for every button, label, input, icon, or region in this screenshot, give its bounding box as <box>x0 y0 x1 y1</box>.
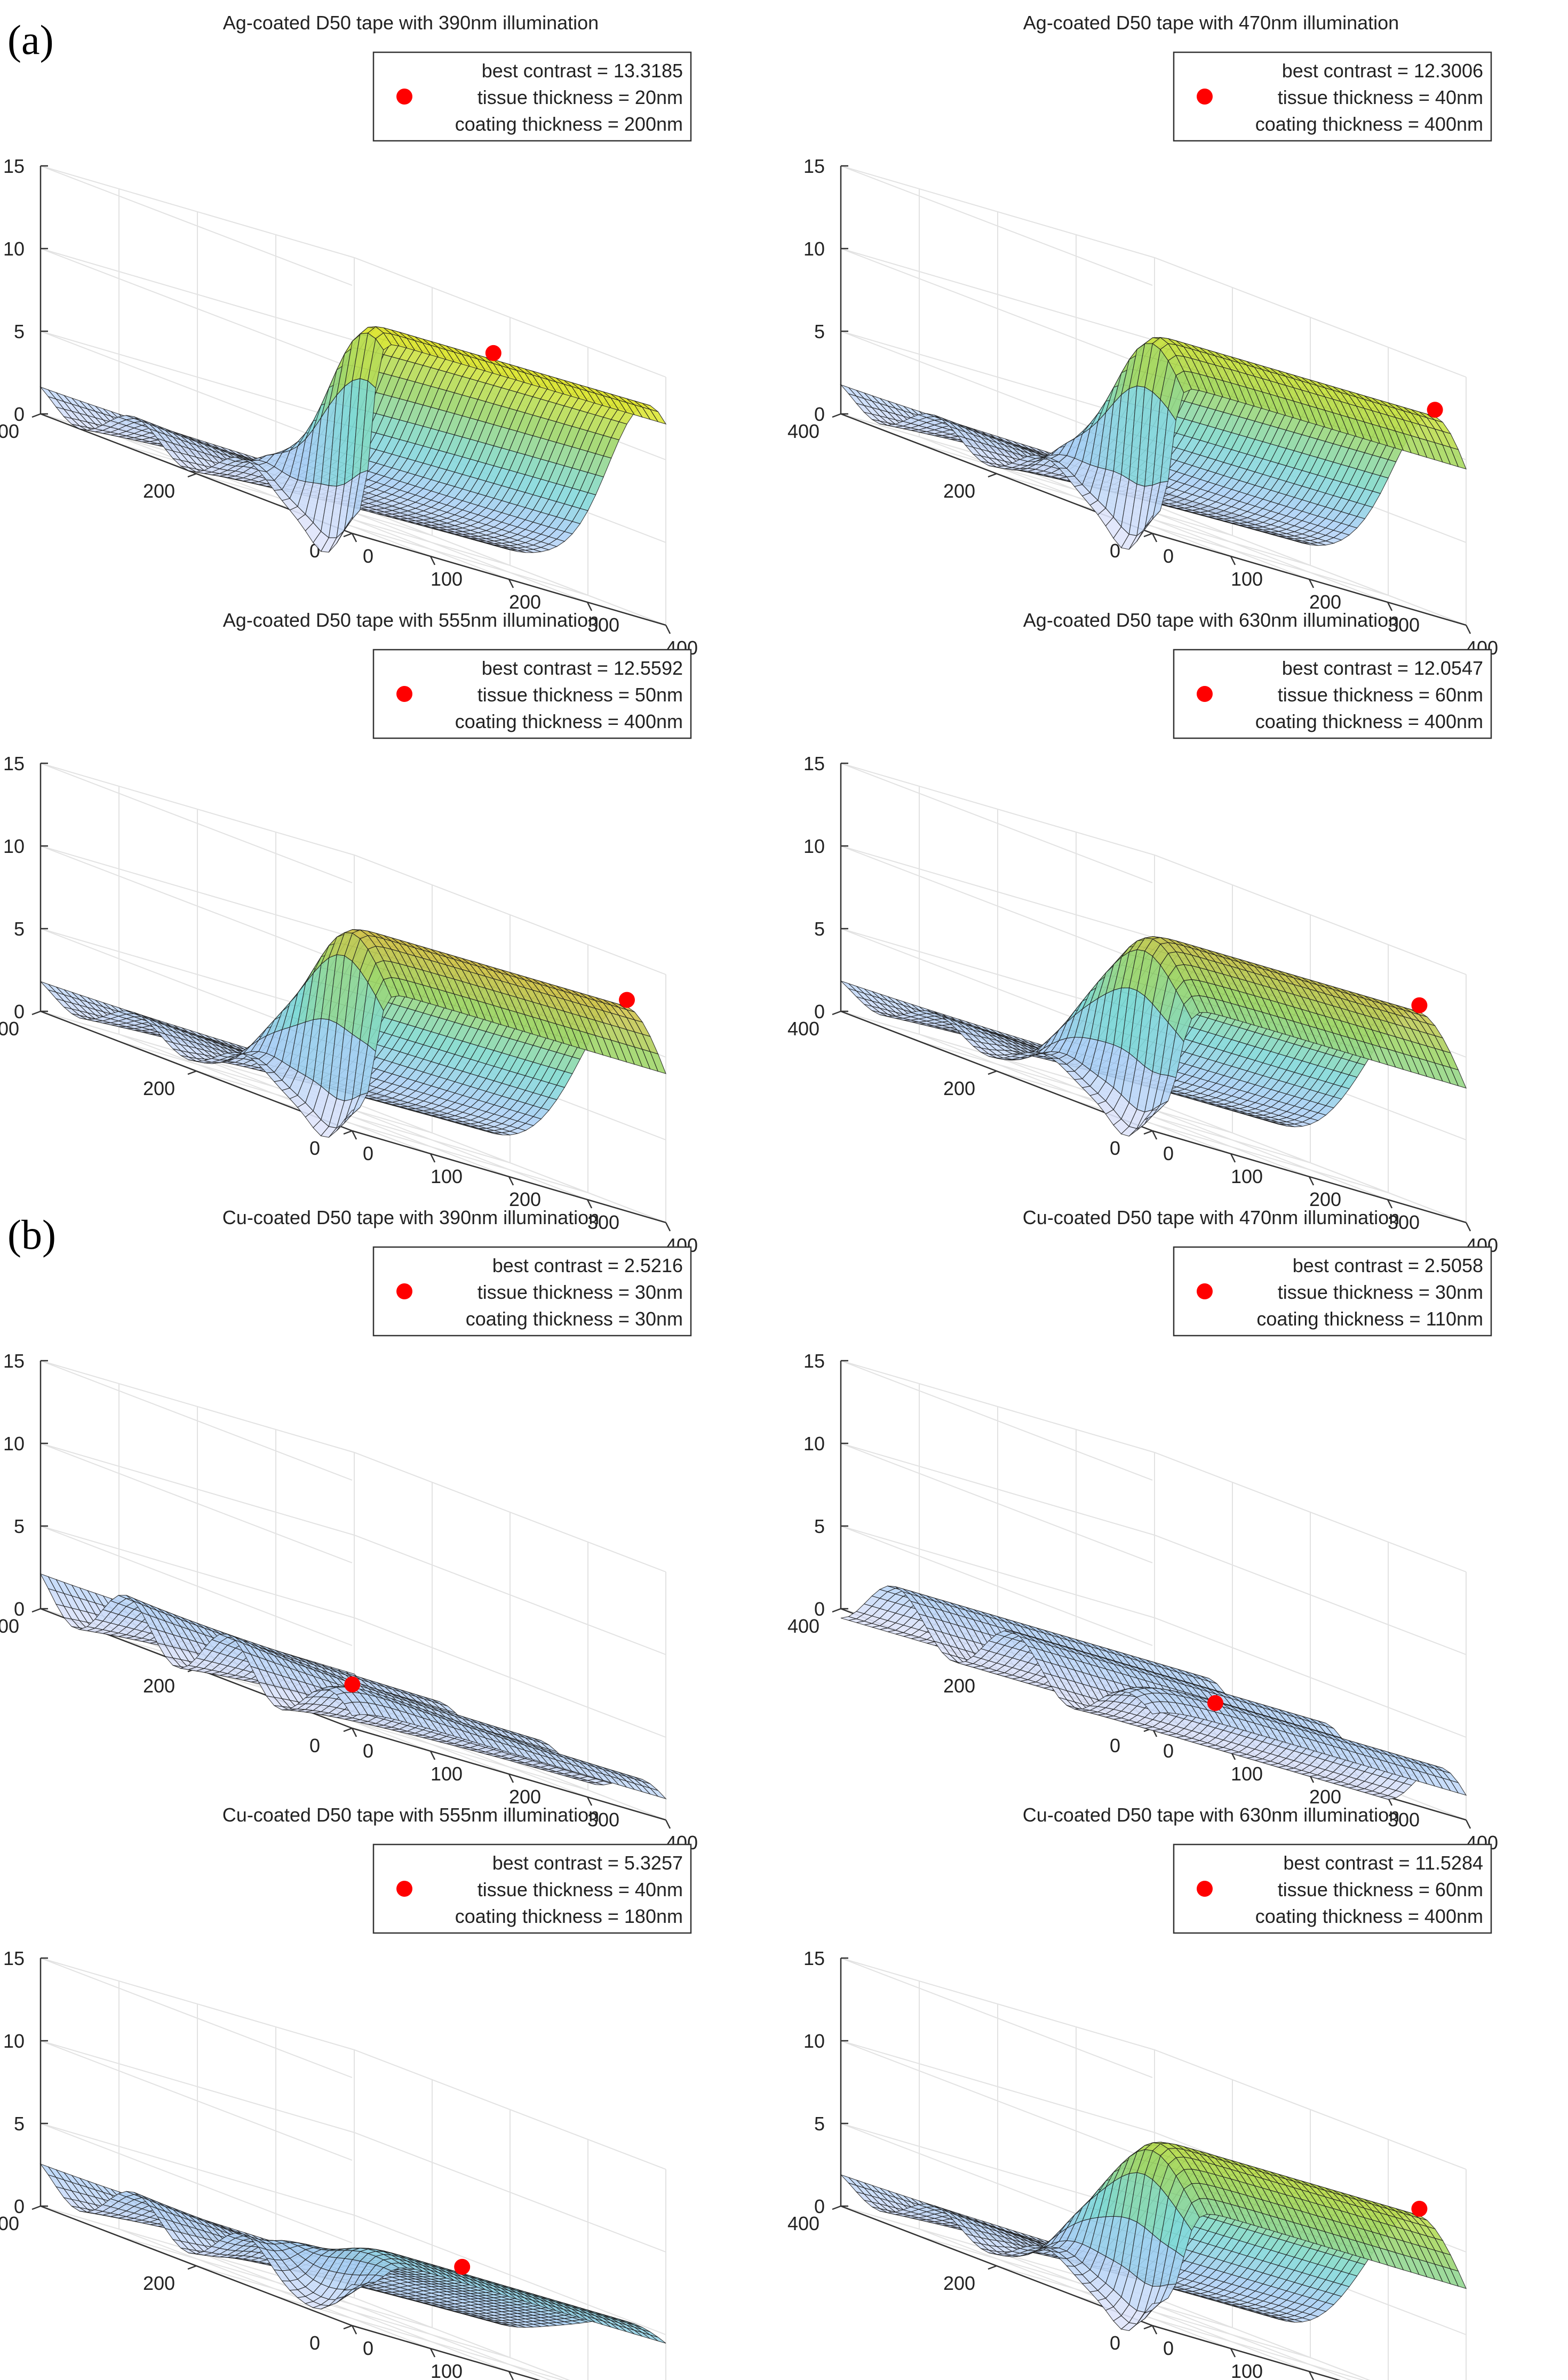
x-tick-label-100: 100 <box>431 1165 463 1187</box>
z-tick-label-15: 15 <box>3 155 25 177</box>
grid-line-left-15 <box>40 165 353 286</box>
surface-mesh <box>39 326 667 553</box>
legend-entry-2: tissue thickness = 40nm <box>1278 86 1483 108</box>
z-tick-label-15: 15 <box>803 155 825 177</box>
best-contrast-marker <box>1427 402 1443 418</box>
x-tick-label-0: 0 <box>363 1143 373 1164</box>
y-tick-200 <box>187 1070 197 1075</box>
x-tick-100 <box>429 556 436 565</box>
x-tick-400 <box>665 625 671 634</box>
y-tick-label-400: 400 <box>0 420 19 442</box>
grid-lines <box>40 165 666 626</box>
group-label-a: (a) <box>7 17 54 63</box>
legend: best contrast = 12.3006 tissue thickness … <box>1173 51 1492 142</box>
x-tick-label-0: 0 <box>363 545 373 567</box>
legend-entry-1: best contrast = 13.3185 <box>482 60 683 82</box>
z-tick-label-5: 5 <box>14 321 25 342</box>
legend-entry-1: best contrast = 12.3006 <box>1282 60 1483 82</box>
x-tick-label-100: 100 <box>1231 568 1263 590</box>
x-tick-label-300: 300 <box>587 614 619 636</box>
grid-line-left-15 <box>840 165 1153 286</box>
y-tick-200 <box>988 473 997 478</box>
x-tick-400 <box>1465 625 1471 634</box>
y-tick-200 <box>187 473 197 478</box>
legend-marker <box>396 89 412 105</box>
y-tick-label-400: 400 <box>787 420 819 442</box>
z-tick-label-10: 10 <box>3 238 25 260</box>
y-tick-label-0: 0 <box>309 1137 320 1159</box>
y-tick-label-200: 200 <box>943 480 975 502</box>
grid-line-left-15 <box>40 763 353 883</box>
z-tick-label-5: 5 <box>14 918 25 940</box>
z-tick-label-10: 10 <box>3 835 25 857</box>
y-tick-0 <box>1143 532 1153 538</box>
z-tick-label-10: 10 <box>803 238 825 260</box>
z-tick-label-5: 5 <box>814 321 825 342</box>
grid-line-left-5 <box>40 331 353 451</box>
best-contrast-marker <box>485 345 502 361</box>
chart-panel-3: Ag-coated D50 tape with 555nm illuminati… <box>0 609 698 1256</box>
legend-marker <box>1197 89 1213 105</box>
y-tick-0 <box>343 1130 353 1135</box>
legend-entry-3: coating thickness = 200nm <box>455 113 683 135</box>
legend: best contrast = 13.3185 tissue thickness … <box>372 51 692 142</box>
y-tick-0 <box>343 532 353 538</box>
x-tick-label-0: 0 <box>1163 545 1174 567</box>
chart-panel-2: Ag-coated D50 tape with 470nm illuminati… <box>787 12 1498 659</box>
y-tick-400 <box>832 413 841 418</box>
y-tick-400 <box>31 413 41 418</box>
x-tick-0 <box>351 533 357 542</box>
surface-mesh <box>40 929 666 1138</box>
z-tick-label-0: 0 <box>14 403 25 425</box>
chart-title: Ag-coated D50 tape with 555nm illuminati… <box>223 609 599 631</box>
z-tick-label-15: 15 <box>3 753 25 774</box>
y-tick-400 <box>31 1010 41 1016</box>
legend-entry-2: tissue thickness = 20nm <box>477 86 683 108</box>
grid-line-left-10 <box>40 248 353 369</box>
y-tick-label-200: 200 <box>143 480 175 502</box>
y-tick-label-400: 400 <box>0 1018 19 1040</box>
grid-line-left-10 <box>840 248 1153 369</box>
x-tick-label-100: 100 <box>431 568 463 590</box>
grid-line-left-10 <box>40 845 353 966</box>
group-label-b: (b) <box>7 1211 56 1258</box>
grid-floor-y-200 <box>196 473 511 566</box>
x-tick-200 <box>508 579 514 588</box>
surface-mesh <box>840 337 1467 550</box>
legend-entry-3: coating thickness = 400nm <box>1255 113 1483 135</box>
chart-title: Ag-coated D50 tape with 470nm illuminati… <box>1023 12 1399 34</box>
x-tick-300 <box>586 602 593 611</box>
chart-title: Ag-coated D50 tape with 390nm illuminati… <box>223 12 599 34</box>
x-tick-label-200: 200 <box>509 591 541 613</box>
chart-panel-1: Ag-coated D50 tape with 390nm illuminati… <box>0 12 698 659</box>
x-tick-400 <box>665 1222 671 1232</box>
y-tick-label-200: 200 <box>143 1077 175 1099</box>
